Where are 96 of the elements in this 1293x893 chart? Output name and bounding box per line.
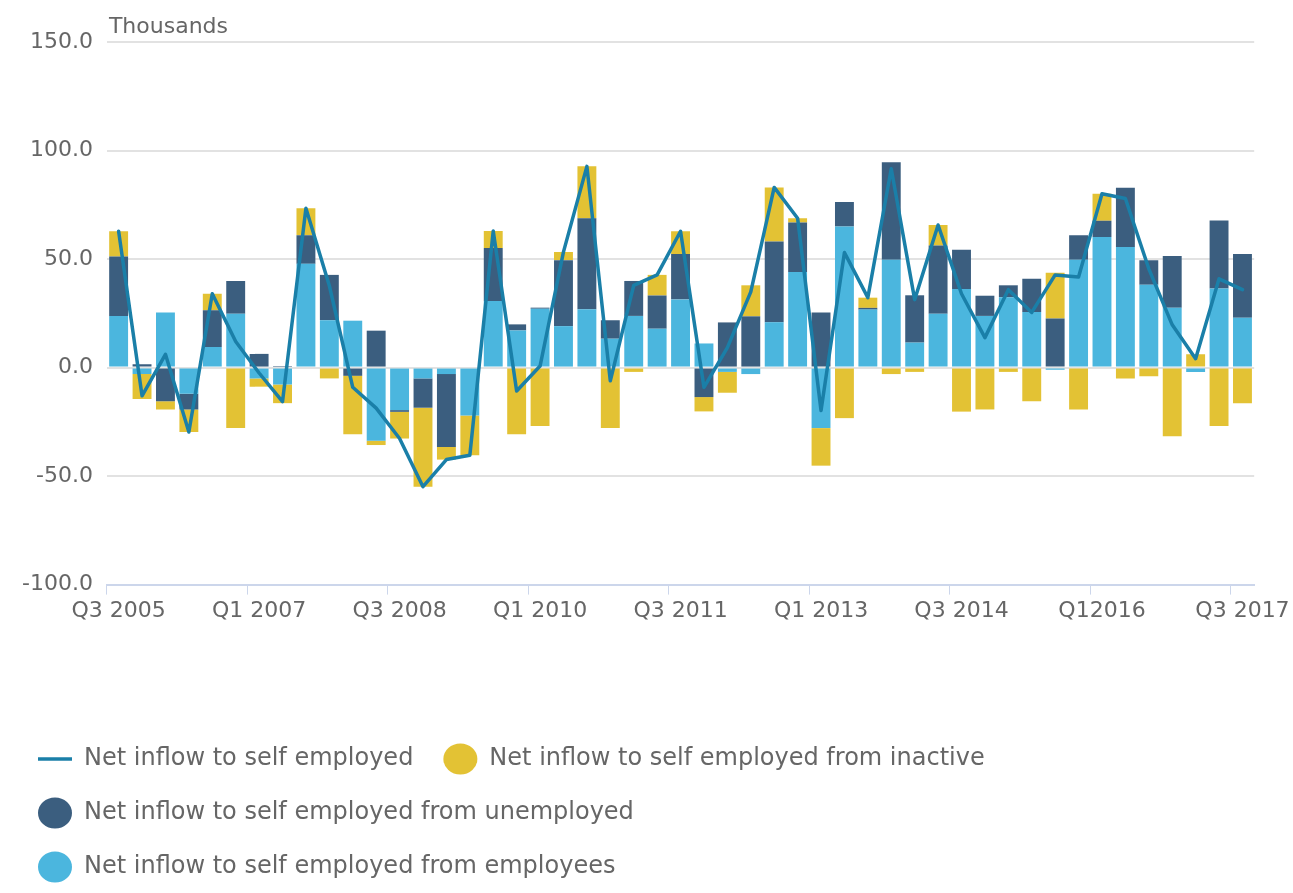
bar [1115, 368, 1135, 379]
bar [343, 320, 363, 367]
bar [156, 401, 175, 410]
bar [436, 368, 456, 375]
bar [624, 315, 644, 367]
bar [366, 368, 386, 441]
bar [202, 346, 222, 367]
bar [975, 368, 995, 410]
bar [1069, 368, 1089, 410]
bar [1115, 247, 1135, 367]
x-tick-label: Q3 2008 [352, 596, 447, 622]
bar [483, 300, 503, 367]
bar [1162, 256, 1182, 308]
bar [975, 295, 995, 316]
bar [905, 295, 925, 343]
bar [1209, 220, 1229, 289]
bar [319, 368, 339, 379]
bar [764, 241, 784, 323]
bar [1209, 288, 1229, 367]
bar [928, 245, 948, 314]
y-tick-label: 100.0 [29, 136, 93, 162]
bar [741, 368, 761, 375]
bar [1092, 237, 1112, 367]
bar [764, 322, 784, 367]
bar [671, 299, 690, 367]
bar [998, 297, 1018, 367]
bar [811, 428, 831, 466]
x-tick-label: Q3 2011 [633, 596, 728, 622]
bar [530, 368, 550, 426]
bar [109, 315, 129, 367]
bar [858, 309, 878, 367]
bar [1233, 368, 1252, 404]
y-tick-label: -100.0 [22, 570, 93, 596]
bar [905, 368, 925, 372]
bar [413, 378, 433, 408]
bar [1233, 254, 1252, 318]
bar [741, 316, 761, 367]
bar [319, 320, 339, 367]
bar [928, 313, 948, 367]
legend-label: Net inflow to self employed from unemployed [84, 797, 634, 826]
y-tick-label: 150.0 [29, 27, 93, 53]
bar [296, 263, 316, 367]
bar [952, 288, 971, 367]
x-tick-label: Q3 2014 [914, 596, 1009, 622]
x-tick-label: Q3 2005 [71, 596, 166, 622]
legend-label: Net inflow to self employed from inactive [489, 743, 985, 772]
bar [343, 375, 363, 435]
bar [1022, 368, 1042, 402]
bar [905, 342, 925, 367]
bar [1069, 259, 1089, 367]
bar [834, 368, 854, 419]
bar [834, 201, 854, 227]
x-tick-label: Q1 2007 [211, 596, 307, 622]
bar [647, 328, 667, 367]
x-tick-label: Q1 2010 [492, 596, 588, 622]
bar [717, 371, 737, 393]
bar [717, 368, 737, 372]
bar [998, 368, 1018, 372]
legend-label: Net inflow to self employed from employees [84, 851, 616, 880]
bar [881, 368, 901, 375]
x-tick-label: Q3 2017 [1195, 596, 1290, 622]
bar [1186, 368, 1206, 372]
bar [952, 368, 971, 412]
x-tick-label: Q1 2013 [773, 596, 869, 622]
bar [647, 274, 667, 296]
bar [156, 312, 175, 367]
bar [858, 297, 878, 308]
legend-label: Net inflow to self employed [84, 743, 414, 772]
bar [788, 272, 808, 367]
bar [647, 295, 667, 329]
bar [577, 218, 597, 310]
y-axis-title: Thousands [107, 12, 229, 38]
x-tick-label: Q12016 [1058, 596, 1146, 622]
bar [226, 280, 246, 314]
bar [600, 368, 620, 429]
bar [366, 330, 386, 367]
bar [694, 397, 714, 412]
y-tick-label: 0.0 [57, 353, 93, 379]
bar [1045, 318, 1065, 367]
bar [1139, 284, 1159, 367]
bar [1022, 312, 1042, 367]
bar [554, 326, 573, 367]
bar [1162, 368, 1182, 437]
bar [577, 309, 597, 367]
y-tick-label: 50.0 [43, 244, 93, 270]
bar [366, 440, 386, 446]
bar [1209, 368, 1229, 426]
bar [390, 368, 410, 411]
bar [1139, 368, 1159, 377]
bar [1233, 317, 1252, 367]
bar [507, 368, 527, 435]
bar [881, 259, 901, 367]
bar [624, 368, 644, 372]
bar [436, 374, 456, 447]
bar [226, 368, 246, 429]
y-tick-label: -50.0 [35, 461, 93, 487]
